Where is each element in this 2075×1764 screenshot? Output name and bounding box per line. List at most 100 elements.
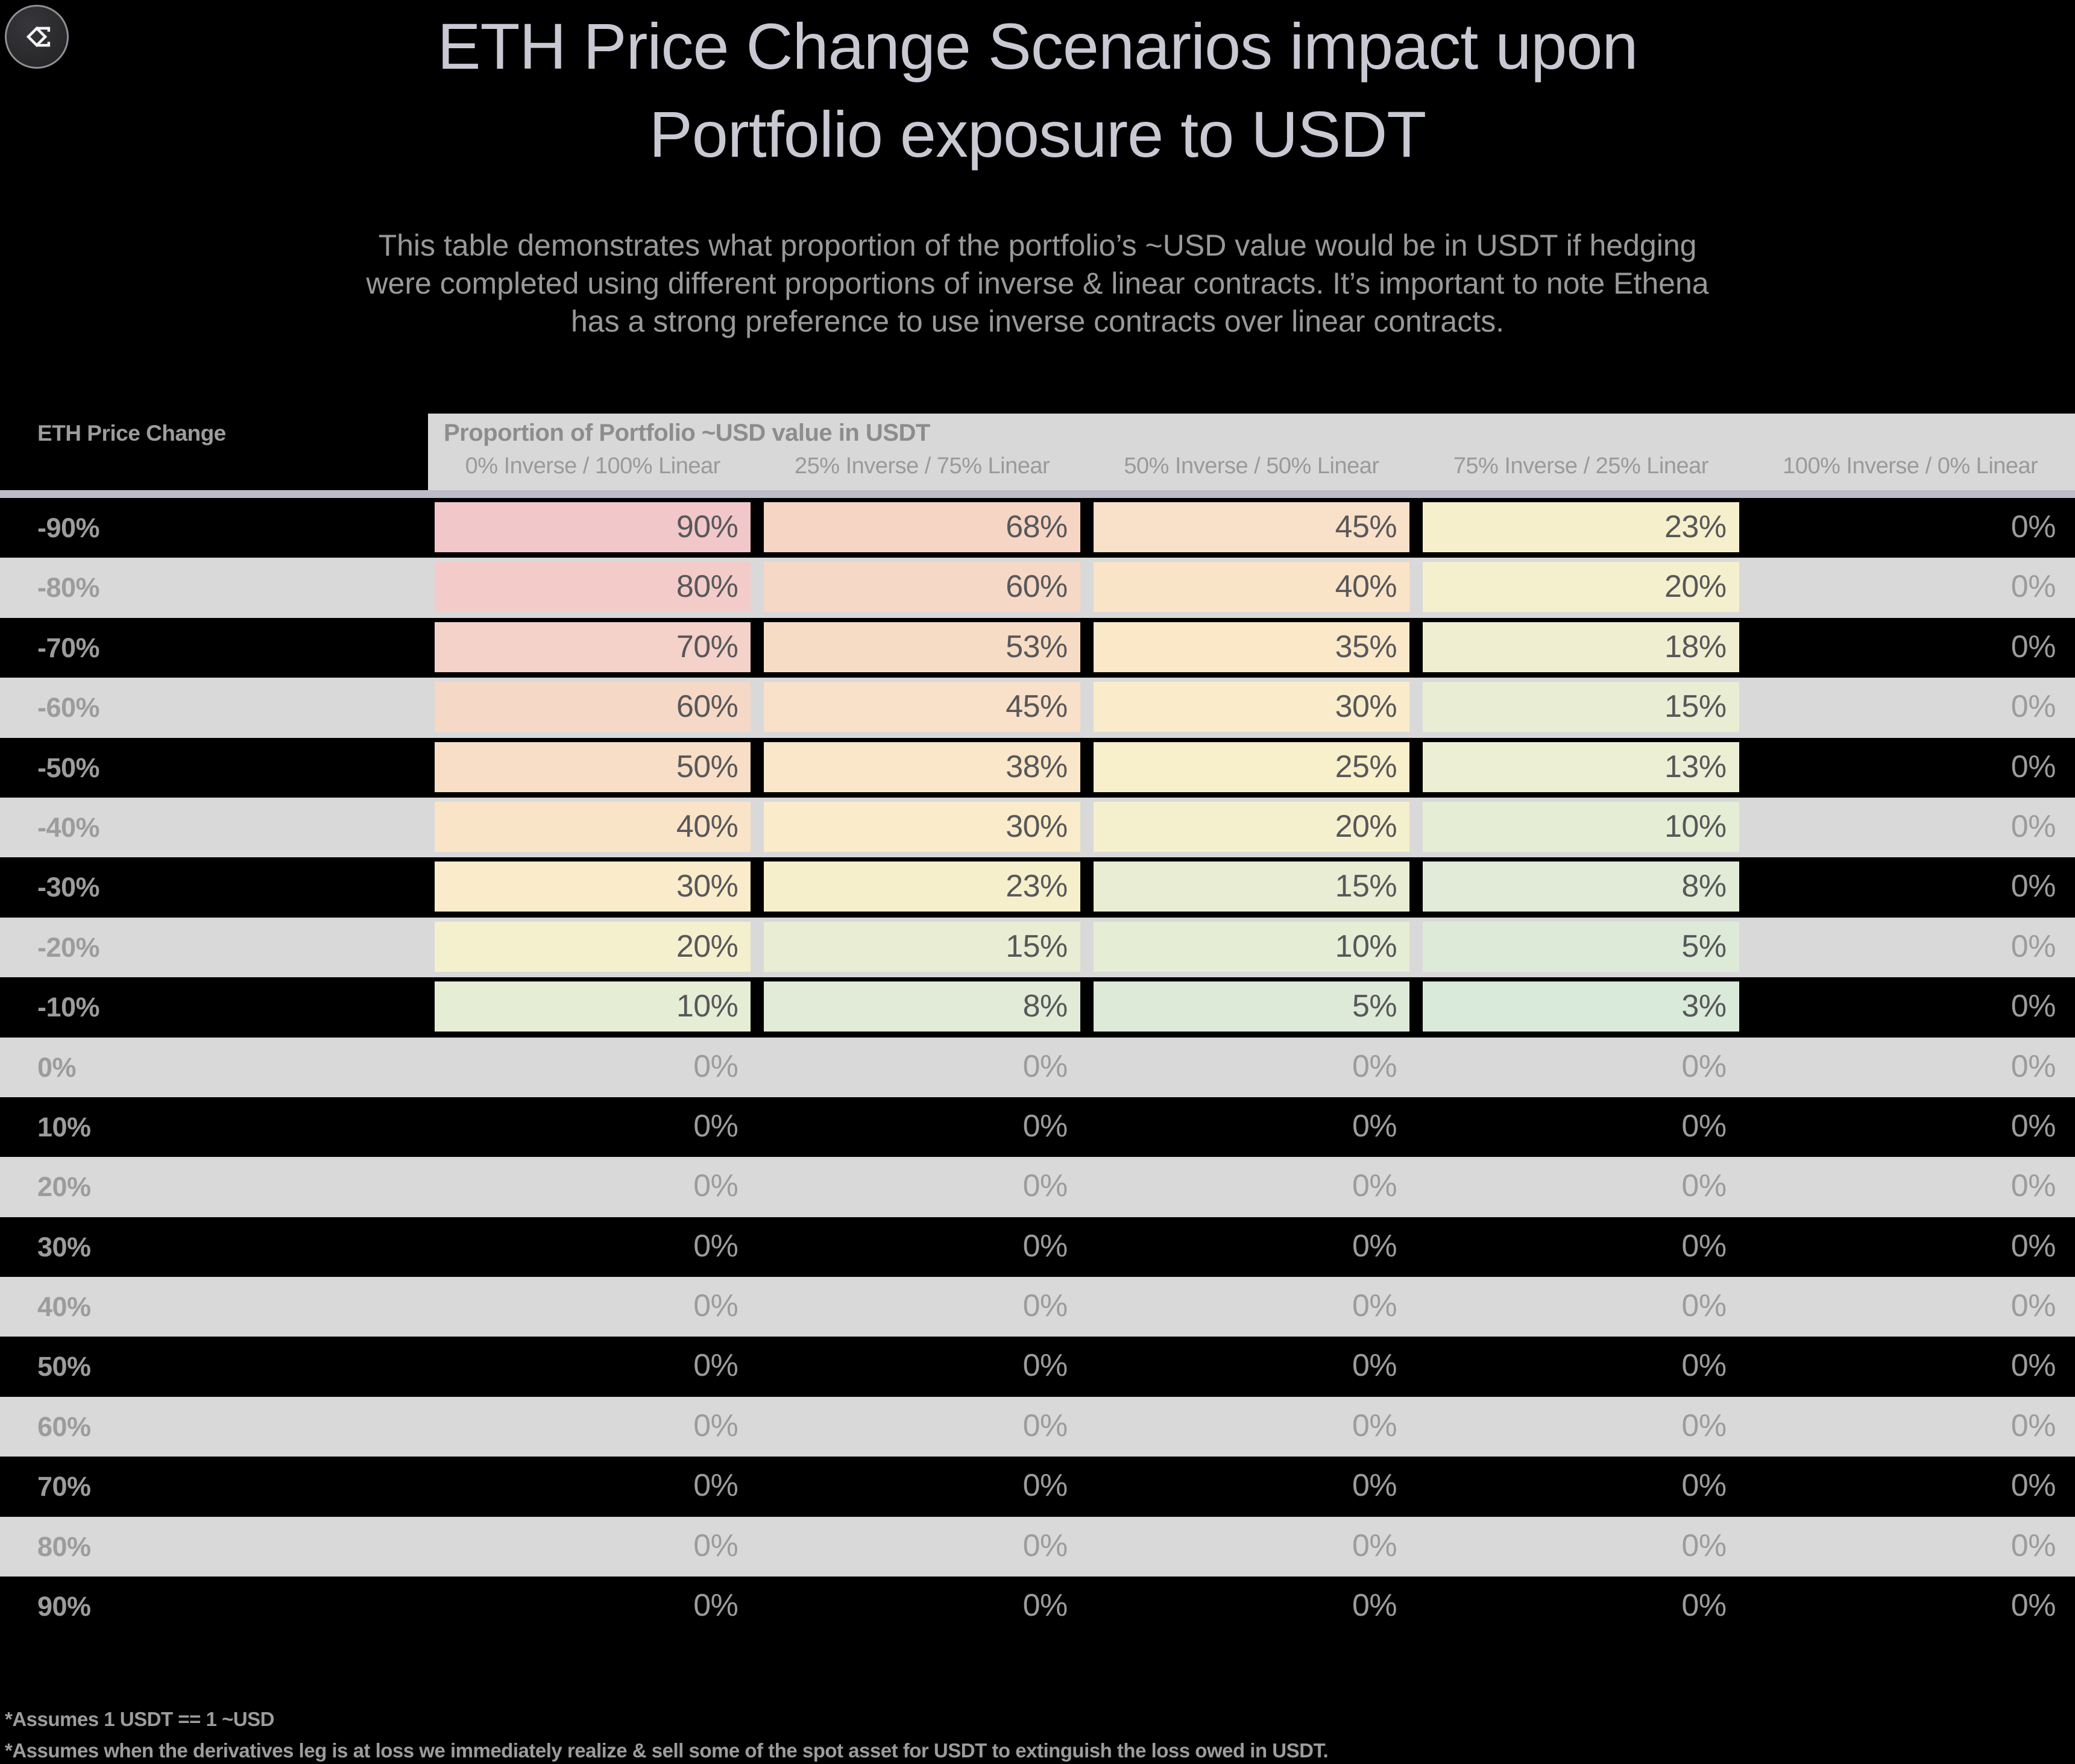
table-row: 40% 0% 0% 0% 0% 0% [0,1277,2075,1337]
value-cell: 40% [1093,562,1410,613]
column-headers: 0% Inverse / 100% Linear 25% Inverse / 75… [428,449,2075,484]
table-row: 20% 0% 0% 0% 0% 0% [0,1157,2075,1217]
table-column-slot: 20% [428,918,757,977]
table-row: 30% 0% 0% 0% 0% 0% [0,1217,2075,1277]
table-column-slot: 0% [1746,1517,2075,1577]
value-cell: 3% [1423,981,1739,1032]
table-column-slot: 0% [1746,1157,2075,1217]
table-column-slot: 5% [1416,918,1745,977]
table-column-slot: 23% [757,857,1086,917]
value-cell: 0% [693,1468,738,1504]
value-cell: 70% [435,622,751,672]
table-column-slot: 0% [428,1157,757,1217]
value-cell: 8% [764,981,1080,1032]
table-column-slot: 35% [1087,618,1416,678]
row-label: 70% [37,1471,91,1502]
table-column-slot: 25% [1087,738,1416,798]
table-column-slot: 15% [1416,678,1745,737]
value-cell: 0% [1681,1588,1727,1624]
row-label: -20% [37,931,100,963]
table-column-slot: 0% [1746,1577,2075,1636]
table-row: -80% 80% 60% 40% 20% 0% [0,558,2075,618]
table-row: 0% 0% 0% 0% 0% 0% [0,1037,2075,1097]
table-row: -10% 10% 8% 5% 3% 0% [0,977,2075,1038]
table-column-slot: 0% [428,1397,757,1457]
table-row: -50% 50% 38% 25% 13% 0% [0,737,2075,798]
table-column-slot: 0% [1087,1457,1416,1516]
table-row: -90% 90% 68% 45% 23% 0% [0,498,2075,558]
table-column-slot: 0% [1416,1397,1745,1457]
table-row: -70% 70% 53% 35% 18% 0% [0,617,2075,678]
value-cell: 0% [1681,1168,1727,1204]
value-cell: 0% [1022,1588,1068,1624]
table-column-slot: 0% [428,1097,757,1157]
value-cell: 50% [435,742,751,792]
table-column-slot: 0% [1746,918,2075,977]
table-row: 70% 0% 0% 0% 0% 0% [0,1457,2075,1517]
table-column-slot: 0% [757,1157,1086,1217]
table-column-slot: 15% [1087,857,1416,917]
row-label: 50% [37,1351,91,1382]
table-column-slot: 0% [757,1277,1086,1337]
table-column-slot: 0% [1416,1157,1745,1217]
subtitle-line: has a strong preference to use inverse c… [571,304,1504,338]
table-column-slot: 30% [1087,678,1416,737]
value-cell: 38% [764,742,1080,792]
table-rows: -90% 90% 68% 45% 23% 0% -80% 80% 60% 40% 20% 0% -70%… [0,498,2075,1637]
value-cell: 10% [435,981,751,1032]
value-cell: 0% [2010,1048,2056,1084]
value-cell: 0% [693,1108,738,1144]
row-label: -10% [37,992,100,1023]
table-column-slot: 0% [428,1457,757,1516]
row-label: -40% [37,811,100,843]
value-cell: 0% [2010,1228,2056,1264]
value-cell: 0% [693,1528,738,1563]
value-cell: 0% [2010,689,2056,725]
value-cell: 0% [1352,1588,1397,1624]
table-column-slot: 0% [1746,1038,2075,1097]
table-column-slot: 0% [1416,1038,1745,1097]
table-column-slot: 0% [1087,1397,1416,1457]
table-column-slot: 70% [428,618,757,678]
table-column-slot: 0% [757,1217,1086,1277]
value-cell: 0% [693,1228,738,1264]
value-cell: 0% [1022,1108,1068,1144]
value-cell: 0% [2010,1528,2056,1563]
value-cell: 20% [1423,562,1739,613]
value-cell: 0% [693,1408,738,1443]
column-header: 0% Inverse / 100% Linear [465,453,721,479]
table-row: 90% 0% 0% 0% 0% 0% [0,1577,2075,1637]
value-cell: 0% [1352,1168,1397,1204]
value-cell: 0% [1022,1408,1068,1443]
table-column-slot: 0% [757,1397,1086,1457]
value-cell: 35% [1093,622,1410,672]
value-cell: 0% [693,1288,738,1324]
table-column-slot: 0% [1416,1097,1745,1157]
value-cell: 0% [1022,1468,1068,1504]
value-cell: 0% [2010,1588,2056,1624]
value-cell: 5% [1423,921,1739,972]
row-label: 10% [37,1111,91,1142]
table-column-slot: 0% [1087,1217,1416,1277]
value-cell: 53% [764,622,1080,672]
value-cell: 0% [2010,629,2056,664]
value-cell: 0% [1352,1108,1397,1144]
subtitle-line: This table demonstrates what proportion … [378,228,1697,262]
row-label: 30% [37,1231,91,1262]
value-cell: 0% [2010,1168,2056,1204]
value-cell: 0% [2010,989,2056,1024]
row-label: 0% [37,1051,77,1083]
value-cell: 0% [1022,1168,1068,1204]
value-cell: 45% [764,682,1080,732]
row-axis-header: ETH Price Change [37,421,226,446]
value-cell: 25% [1093,742,1410,792]
value-cell: 0% [1681,1468,1727,1504]
table-column-slot: 20% [1416,558,1745,617]
table-column-slot: 0% [428,1277,757,1337]
table-column-slot: 30% [428,857,757,917]
value-cell: 13% [1423,742,1739,792]
table-column-slot: 68% [757,498,1086,558]
table-row: 50% 0% 0% 0% 0% 0% [0,1337,2075,1397]
table-column-slot: 0% [1087,1097,1416,1157]
